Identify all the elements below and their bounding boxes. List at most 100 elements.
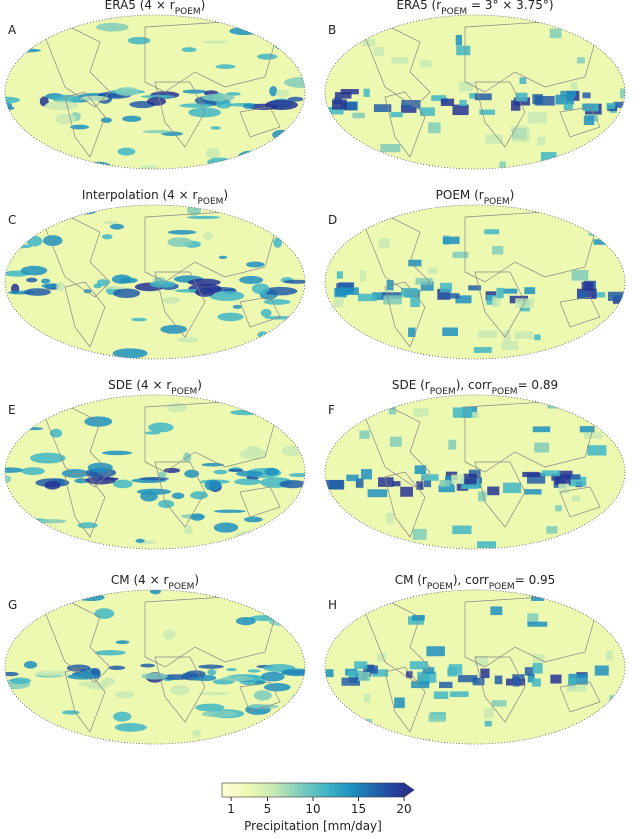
- rain-cell: [511, 100, 521, 111]
- map: [5, 590, 305, 744]
- rain-blob: [20, 265, 48, 276]
- rain-blob: [5, 48, 41, 53]
- colorbar-extend: [403, 782, 415, 798]
- rain-blob: [235, 616, 256, 626]
- rain-cell: [555, 505, 562, 512]
- rain-cell: [428, 713, 446, 722]
- rain-cell: [542, 205, 559, 214]
- coastline: [384, 91, 426, 158]
- rain-cell: [400, 486, 413, 497]
- rain-cell: [378, 238, 390, 248]
- title-part: ): [223, 188, 228, 202]
- map-border: [4, 394, 306, 550]
- rain-cell: [452, 104, 469, 116]
- rain-blob: [115, 691, 135, 699]
- rain-blob: [149, 590, 161, 595]
- rain-cell: [510, 126, 529, 133]
- coastline: [64, 471, 106, 538]
- rain-blob: [195, 703, 225, 712]
- rain-cell: [606, 102, 616, 110]
- rain-cell: [415, 277, 433, 285]
- rain-blob: [26, 277, 38, 283]
- rain-cell: [442, 327, 459, 337]
- rain-cell: [373, 47, 385, 56]
- coastline: [474, 271, 526, 338]
- rain-cell: [406, 671, 413, 678]
- rain-cell: [524, 667, 534, 676]
- title-part: ): [510, 188, 515, 202]
- coastline: [64, 281, 106, 348]
- rain-cell: [540, 152, 557, 163]
- rain-blob: [202, 93, 235, 102]
- rain-cell: [363, 88, 370, 97]
- title-part: SDE (4 × r: [108, 378, 171, 392]
- rain-cell: [565, 474, 581, 480]
- title-part: POEM: [197, 197, 223, 207]
- rain-cell: [512, 131, 530, 142]
- rain-cell: [400, 104, 417, 113]
- rain-blob: [144, 431, 161, 435]
- rain-blob: [30, 452, 66, 464]
- rain-blob: [84, 416, 113, 427]
- rain-blob: [114, 723, 147, 732]
- coastline: [384, 471, 426, 538]
- coastline: [64, 666, 106, 733]
- coastline: [154, 271, 206, 338]
- rain-cell: [472, 677, 485, 686]
- rain-blob: [207, 669, 217, 676]
- rain-cell: [473, 347, 492, 353]
- rain-cell: [439, 480, 451, 487]
- rain-cell: [587, 445, 607, 456]
- rain-cell: [452, 525, 472, 535]
- rain-blob: [229, 26, 260, 36]
- rain-blob: [290, 619, 305, 629]
- rain-cell: [388, 406, 396, 415]
- rain-blob: [197, 691, 230, 696]
- rain-cell: [352, 532, 372, 542]
- rain-cell: [579, 426, 595, 433]
- rain-cell: [591, 292, 606, 298]
- rain-blob: [149, 280, 176, 288]
- rain-cell: [327, 423, 341, 430]
- rain-blob: [251, 283, 270, 295]
- rain-blob: [269, 85, 278, 97]
- rain-cell: [390, 112, 403, 118]
- rain-cell: [499, 161, 506, 169]
- coastline: [154, 461, 206, 528]
- rain-cell: [588, 226, 607, 236]
- rain-blob: [182, 672, 195, 676]
- rain-blob: [281, 445, 304, 457]
- rain-cell: [394, 697, 405, 709]
- rain-cell: [326, 353, 343, 359]
- rain-cell: [459, 99, 467, 106]
- map: [325, 395, 625, 549]
- rain-cell: [491, 700, 507, 707]
- coastline: [64, 91, 106, 158]
- rain-cell: [328, 480, 344, 490]
- rain-cell: [593, 239, 612, 245]
- rain-blob: [239, 275, 264, 284]
- coastline: [384, 281, 426, 348]
- rain-cell: [417, 671, 437, 683]
- rain-cell: [373, 104, 392, 113]
- rain-blob: [5, 671, 19, 677]
- rain-cell: [541, 470, 561, 477]
- panel-letter: D: [328, 213, 337, 227]
- rain-blob: [163, 467, 181, 474]
- rain-blob: [272, 590, 288, 596]
- rain-blob: [226, 668, 237, 672]
- rain-cell: [537, 136, 545, 146]
- panel-title: Interpolation (4 × rPOEM): [82, 188, 228, 207]
- coastline: [154, 81, 206, 148]
- rain-cell: [452, 407, 473, 418]
- rain-cell: [610, 597, 618, 605]
- rain-blob: [292, 693, 305, 704]
- rain-cell: [439, 282, 453, 293]
- rain-cell: [615, 355, 625, 359]
- rain-cell: [413, 408, 429, 417]
- rain-cell: [386, 513, 394, 524]
- rain-cell: [595, 540, 610, 548]
- rain-blob: [117, 147, 136, 156]
- rain-cell: [456, 45, 471, 56]
- rain-blob: [5, 475, 12, 483]
